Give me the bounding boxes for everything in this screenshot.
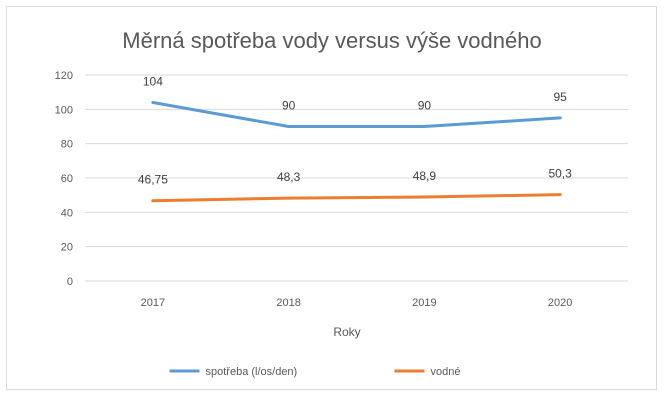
y-tick-label: 0: [67, 276, 73, 288]
x-tick-label: 2018: [276, 297, 300, 309]
data-point: [287, 125, 291, 128]
y-tick-label: 20: [61, 242, 73, 254]
data-point: [287, 196, 291, 200]
x-axis-title: Roky: [333, 325, 360, 339]
data-point: [422, 125, 426, 128]
data-label: 95: [553, 90, 567, 104]
chart-title: Měrná spotřeba vody versus výše vodného: [122, 28, 541, 53]
series-line-0: [151, 100, 562, 128]
x-tick-label: 2017: [141, 297, 165, 309]
data-point: [151, 100, 155, 104]
x-axis-ticks: 2017 2018 2019 2020: [141, 297, 573, 309]
data-label: 48,3: [277, 170, 301, 184]
data-point: [151, 199, 155, 203]
legend-label-0: spotřeba (l/os/den): [206, 366, 298, 378]
data-point: [422, 195, 426, 199]
y-tick-label: 80: [61, 139, 73, 151]
legend: spotřeba (l/os/den) vodné: [169, 366, 461, 378]
y-tick-label: 100: [55, 104, 73, 116]
x-tick-label: 2019: [412, 297, 436, 309]
data-point: [558, 193, 562, 197]
data-label: 50,3: [548, 167, 572, 181]
gridlines: [85, 74, 628, 282]
y-tick-label: 60: [61, 173, 73, 185]
legend-label-1: vodné: [431, 366, 461, 378]
y-tick-label: 120: [55, 70, 73, 82]
data-label: 90: [282, 99, 296, 113]
data-label: 104: [143, 74, 163, 88]
series-lines: [151, 100, 562, 203]
data-label: 46,75: [138, 173, 168, 187]
data-labels: 104 90 90 95 46,75 48,3 48,9 50,3: [138, 74, 572, 186]
y-axis-ticks: 0 20 40 60 80 100 120: [55, 70, 73, 288]
data-label: 90: [418, 99, 432, 113]
data-label: 48,9: [413, 169, 437, 183]
x-tick-label: 2020: [548, 297, 572, 309]
data-point: [558, 116, 562, 120]
series-line-1: [151, 193, 562, 203]
y-tick-label: 40: [61, 207, 73, 219]
